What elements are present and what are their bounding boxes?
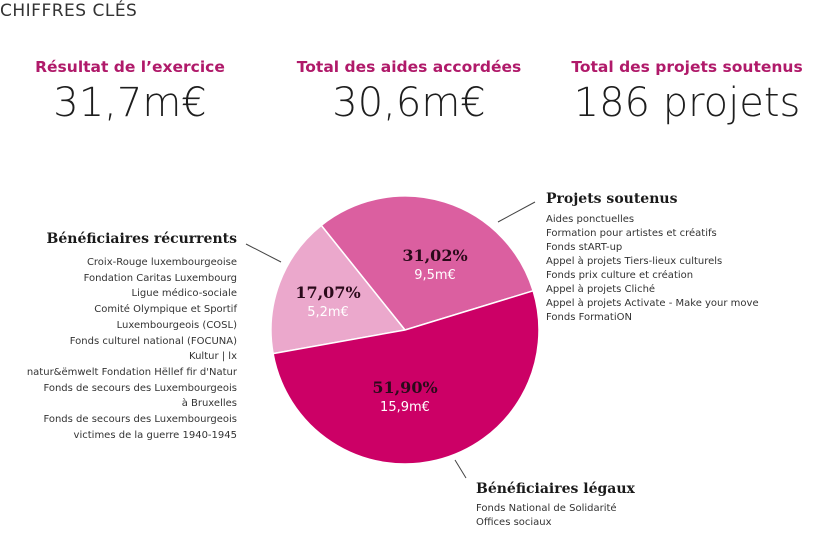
slice-percent: 51,90%	[372, 378, 438, 397]
kpi-resultat: Résultat de l’exercice 31,7m€	[10, 58, 250, 126]
slice-amount: 15,9m€	[380, 400, 430, 415]
list-item: Appel à projets Tiers-lieux culturels	[546, 256, 723, 267]
slice-legaux	[272, 289, 540, 465]
slice-projets	[320, 195, 535, 331]
kpi-label: Total des aides accordées	[296, 58, 522, 76]
kpi-value: 31,7m€	[53, 80, 207, 126]
kpi-total-aides: Total des aides accordées 30,6m€	[289, 58, 529, 126]
list-item: à Bruxelles	[181, 398, 237, 410]
slice-amount: 9,5m€	[414, 268, 456, 283]
slice-amount: 5,2m€	[307, 305, 349, 320]
group-list-projets: Aides ponctuelles Formation pour artistes…	[546, 213, 759, 325]
list-item: Fonds stART-up	[546, 242, 623, 253]
group-list-recurrents: Croix-Rouge luxembourgeoise Fondation Car…	[27, 255, 237, 443]
list-item: Appel à projets Cliché	[546, 284, 656, 295]
leader-line-projets	[497, 201, 536, 223]
list-item: Kultur | lx	[189, 351, 237, 363]
list-item: victimes de la guerre 1940-1945	[73, 429, 237, 441]
kpi-label: Total des projets soutenus	[571, 58, 803, 76]
list-item: Offices sociaux	[476, 517, 552, 528]
leader-line-legaux	[454, 459, 467, 479]
list-item: Ligue médico-sociale	[131, 288, 237, 300]
slice-label-recurrents: 17,07% 5,2m€	[278, 283, 378, 320]
group-title-projets: Projets soutenus	[546, 191, 678, 207]
list-item: Fonds prix culture et création	[546, 270, 694, 281]
list-item: natur&ëmwelt Fondation Hëllef fir d'Natu…	[26, 366, 237, 378]
kpi-label: Résultat de l’exercice	[35, 58, 225, 76]
group-title-recurrents: Bénéficiaires récurrents	[46, 231, 237, 247]
list-item: Fonds de secours des Luxembourgeois	[43, 382, 237, 394]
list-item: Fonds culturel national (FOCUNA)	[69, 335, 237, 347]
list-item: Appel à projets Activate - Make your mov…	[546, 298, 759, 309]
group-title-legaux: Bénéficiaires légaux	[476, 481, 635, 497]
slice-label-projets: 31,02% 9,5m€	[385, 246, 485, 283]
kpi-value: 186 projets	[573, 80, 801, 126]
slice-label-legaux: 51,90% 15,9m€	[355, 378, 455, 415]
list-item: Fondation Caritas Luxembourg	[83, 272, 237, 284]
list-item: Fonds National de Solidarité	[476, 503, 617, 514]
list-item: Comité Olympique et Sportif	[94, 304, 237, 316]
slice-percent: 31,02%	[402, 246, 468, 265]
list-item: Formation pour artistes et créatifs	[546, 228, 717, 239]
slice-recurrents	[270, 224, 407, 355]
section-title: CHIFFRES CLÉS	[0, 1, 138, 21]
list-item: Luxembourgeois (COSL)	[116, 319, 237, 331]
list-item: Fonds FormatiON	[546, 312, 632, 323]
kpi-total-projets: Total des projets soutenus 186 projets	[567, 58, 807, 126]
leader-line-recurrents	[245, 243, 282, 263]
group-list-legaux: Fonds National de Solidarité Offices soci…	[476, 502, 617, 530]
slice-percent: 17,07%	[295, 283, 361, 302]
list-item: Croix-Rouge luxembourgeoise	[86, 257, 237, 268]
list-item: Fonds de secours des Luxembourgeois	[43, 414, 237, 426]
kpi-value: 30,6m€	[332, 80, 486, 126]
list-item: Aides ponctuelles	[546, 214, 635, 225]
